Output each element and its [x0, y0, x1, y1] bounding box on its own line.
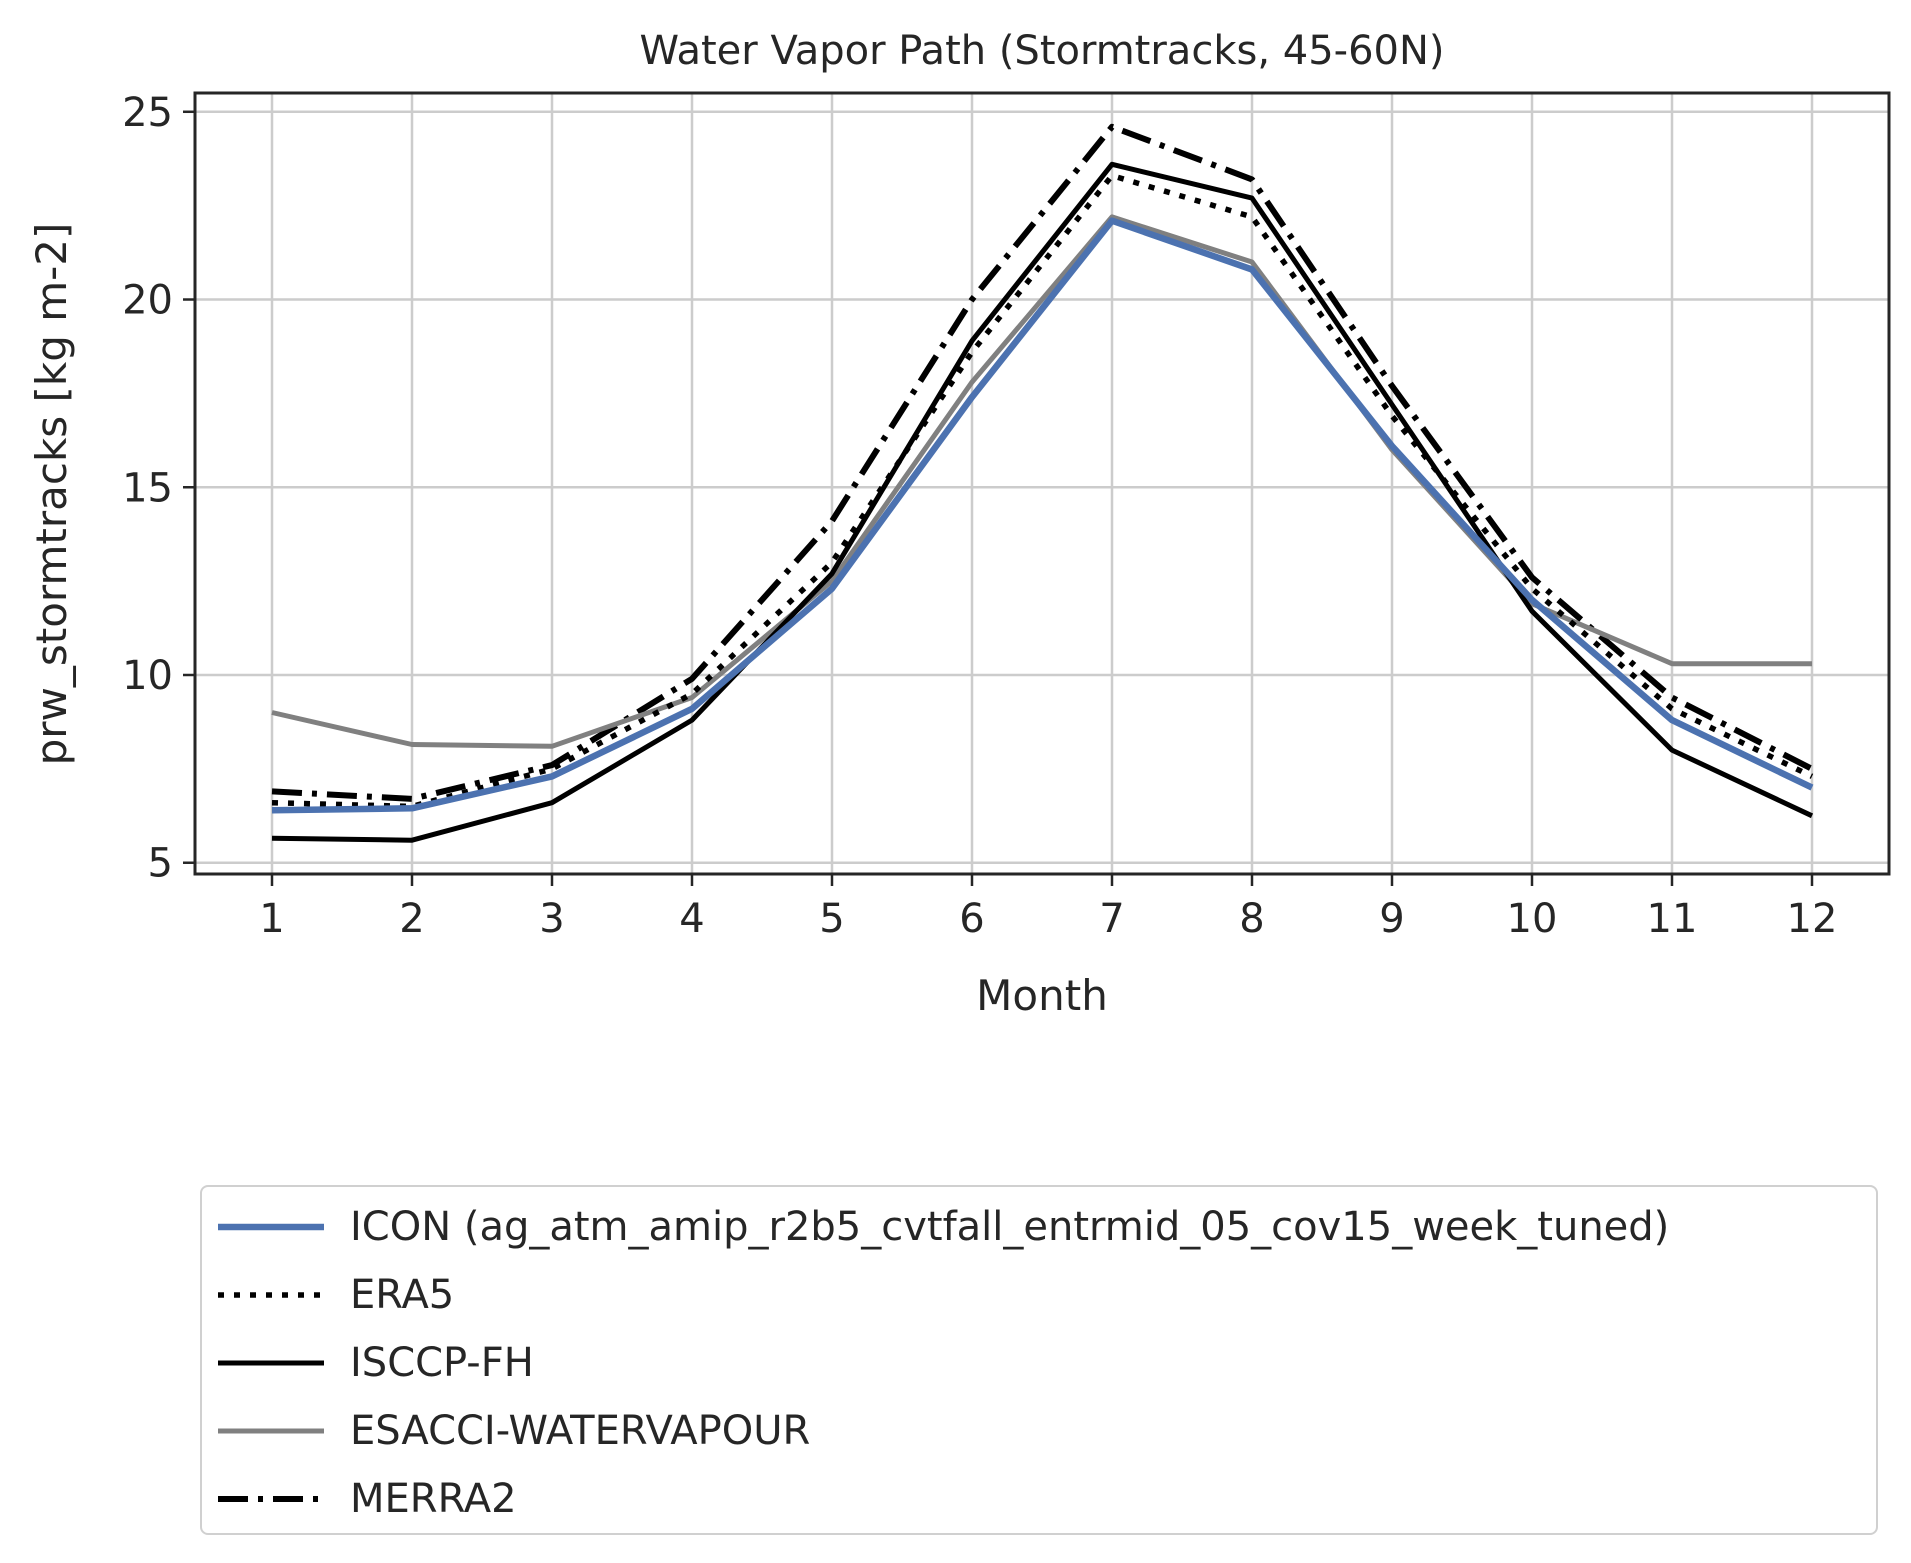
x-tick-label: 4: [679, 896, 704, 942]
x-tick-label: 5: [819, 896, 844, 942]
x-tick-label: 3: [539, 896, 564, 942]
x-tick-label: 10: [1507, 896, 1558, 942]
chart-title: Water Vapor Path (Stormtracks, 45-60N): [639, 28, 1444, 74]
legend-label: MERRA2: [350, 1476, 517, 1522]
series-layer: [271, 123, 1814, 843]
legend-swatch: [218, 1496, 324, 1502]
x-tick-label: 7: [1099, 896, 1124, 942]
series-line-era5: [271, 172, 1814, 810]
legend-label: ICON (ag_atm_amip_r2b5_cvtfall_entrmid_0…: [350, 1204, 1670, 1250]
x-tick-label: 8: [1239, 896, 1264, 942]
legend-label: ESACCI-WATERVAPOUR: [350, 1408, 811, 1454]
series-line-merra2: [271, 123, 1814, 802]
y-tick-label: 5: [148, 841, 173, 887]
x-tick-label: 2: [399, 896, 424, 942]
plot-frame: [193, 91, 1891, 876]
legend: ICON (ag_atm_amip_r2b5_cvtfall_entrmid_0…: [200, 1185, 1878, 1535]
legend-swatch: [218, 1428, 324, 1434]
legend-swatch: [218, 1223, 324, 1231]
legend-swatch: [218, 1360, 324, 1366]
x-tick-label: 11: [1647, 896, 1698, 942]
x-axis-label: Month: [976, 971, 1108, 1020]
series-line-isccp-fh: [271, 161, 1814, 843]
grid: [195, 93, 1889, 874]
x-tick-label: 12: [1787, 896, 1838, 942]
y-tick-label: 15: [122, 465, 173, 511]
series-line-icon: [271, 217, 1814, 814]
x-tick-label: 6: [959, 896, 984, 942]
series-line-esacci-watervapour: [271, 214, 1812, 749]
legend-label: ISCCP-FH: [350, 1340, 534, 1386]
y-tick-label: 25: [122, 90, 173, 136]
y-axis-label: prw_stormtracks [kg m-2]: [27, 223, 76, 766]
legend-label: ERA5: [350, 1272, 455, 1318]
x-tick-label: 1: [259, 896, 284, 942]
x-tick-label: 9: [1379, 896, 1404, 942]
y-tick-label: 20: [122, 278, 173, 324]
legend-swatch: [218, 1292, 324, 1298]
y-tick-label: 10: [122, 653, 173, 699]
